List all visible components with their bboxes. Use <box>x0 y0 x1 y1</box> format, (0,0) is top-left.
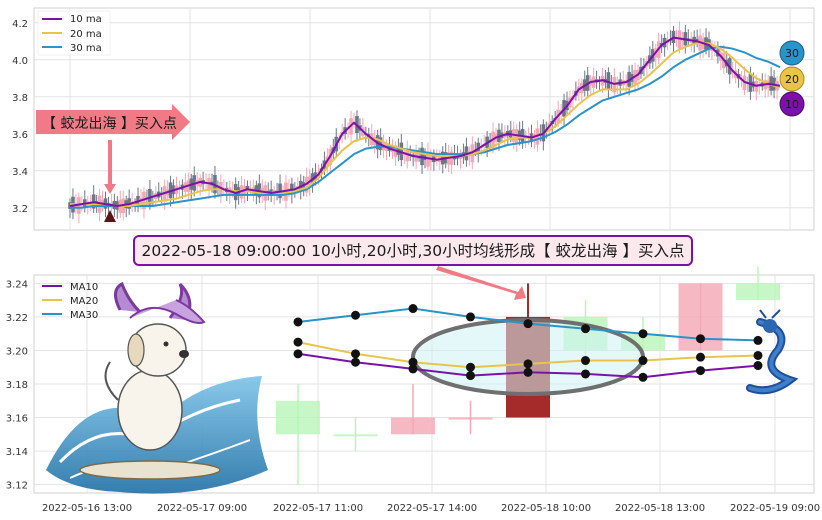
banner-text: 2022-05-18 09:00:00 10小时,20小时,30小时均线形成【 … <box>142 242 685 260</box>
dog-ear <box>127 333 145 367</box>
bottom-ma30-point <box>408 304 418 314</box>
bottom-ma20-point <box>696 352 705 362</box>
callout-pointer-head <box>104 184 116 194</box>
dragon-wing <box>129 299 206 324</box>
top-candle-body <box>677 30 682 49</box>
bottom-ma20-point <box>351 349 360 359</box>
surfboard <box>79 460 221 480</box>
bottom-x-tick-label: 2022-05-17 09:00 <box>157 503 247 514</box>
bottom-candle-body <box>736 283 780 301</box>
banner-box <box>133 235 693 266</box>
buy-point-callout: 【 蛟龙出海 】买入点 <box>36 104 190 222</box>
bottom-ma10-point <box>351 357 360 367</box>
bottom-candle-body <box>448 417 493 420</box>
dog-tail <box>104 361 119 401</box>
top-panel: 3.2 3.4 3.6 3.8 4.0 4.2 10 ma 20 ma 30 ma 【 蛟… <box>12 7 815 231</box>
bottom-x-tick-label: 2022-05-17 11:00 <box>273 503 363 514</box>
legend-label-MA30: MA30 <box>70 310 98 321</box>
bottom-ma10-point <box>696 366 705 376</box>
bottom-x-tick-label: 2022-05-18 10:00 <box>501 503 591 514</box>
bottom-ma10-point <box>638 372 648 382</box>
bottom-ma30-point <box>753 335 763 345</box>
top-ma10-line <box>69 36 781 208</box>
top-y-tick-label: 3.2 <box>12 204 28 215</box>
dog-nose <box>179 350 189 358</box>
bottom-ma20-point <box>408 357 418 367</box>
top-ma20-line <box>70 42 781 207</box>
bottom-y-tick-label: 3.20 <box>6 346 28 357</box>
buy-marker-triangle <box>104 210 116 222</box>
legend-label-30ma: 30 ma <box>70 43 102 54</box>
bottom-y-tick-label: 3.14 <box>6 447 28 458</box>
bottom-ma30-point <box>581 324 590 334</box>
badge-30-label: 30 <box>785 47 799 60</box>
bottom-ma10-point <box>408 364 418 374</box>
bottom-y-tick-label: 3.16 <box>6 414 28 425</box>
top-y-tick-labels: 3.2 3.4 3.6 3.8 4.0 4.2 <box>12 19 28 215</box>
bottom-ma30-point <box>466 312 475 322</box>
bottom-ma30-point <box>523 319 533 329</box>
bottom-x-tick-labels: 2022-05-16 13:00 2022-05-17 09:00 2022-05-… <box>42 503 820 514</box>
top-y-tick-label: 3.8 <box>12 93 28 104</box>
top-y-tick-label: 3.4 <box>12 167 28 178</box>
bottom-candle-body <box>391 417 435 435</box>
callout-arrow-shape <box>36 104 190 140</box>
dog-eye <box>163 341 169 347</box>
top-grid <box>34 8 814 230</box>
bottom-ma20-point <box>581 356 590 366</box>
dog-body <box>117 369 183 451</box>
bottom-ma30-point <box>638 329 648 339</box>
bottom-legend: MA10 MA20 MA30 <box>42 282 98 321</box>
top-y-tick-label: 4.0 <box>12 56 28 67</box>
bottom-x-tick-label: 2022-05-19 09:00 <box>730 503 820 514</box>
bottom-ma10-point <box>466 371 475 381</box>
bottom-ma20-point <box>753 350 763 360</box>
bottom-panel: 3.12 3.14 3.16 3.18 3.20 3.22 3.24 2022-05-16 … <box>6 266 820 514</box>
bottom-candle-body <box>333 434 378 437</box>
bottom-candle-body <box>276 400 320 435</box>
bottom-ma10-point <box>293 349 303 359</box>
bottom-ma10-point <box>581 369 590 379</box>
badge-30-circle <box>779 40 805 66</box>
bottom-x-tick-label: 2022-05-16 13:00 <box>42 503 132 514</box>
signal-banner: 2022-05-18 09:00:00 10小时,20小时,30小时均线形成【 … <box>133 235 693 300</box>
badge-20-circle <box>779 66 805 92</box>
bottom-ma30-point <box>293 317 303 327</box>
bottom-y-tick-label: 3.24 <box>6 279 28 290</box>
bottom-x-tick-label: 2022-05-17 14:00 <box>387 503 477 514</box>
top-ma-lines <box>69 36 781 209</box>
top-legend: 10 ma 20 ma 30 ma <box>37 10 111 56</box>
bottom-y-tick-label: 3.12 <box>6 481 28 492</box>
top-y-tick-label: 4.2 <box>12 19 28 30</box>
bottom-y-tick-label: 3.18 <box>6 380 28 391</box>
bottom-ma20-point <box>293 337 303 347</box>
legend-label-MA10: MA10 <box>70 282 98 293</box>
bottom-ma30-point <box>696 334 705 344</box>
legend-label-20ma: 20 ma <box>70 29 102 40</box>
legend-label-10ma: 10 ma <box>70 14 102 25</box>
bottom-x-tick-label: 2022-05-18 13:00 <box>615 503 705 514</box>
callout-label: 【 蛟龙出海 】买入点 <box>42 116 177 132</box>
bottom-ma20-point <box>466 362 475 372</box>
bottom-ma20-point <box>638 356 648 366</box>
ma-badges: 30 20 10 <box>779 40 805 117</box>
legend-label-MA20: MA20 <box>70 296 98 307</box>
bottom-ma20-point <box>523 359 533 369</box>
top-ma30-line <box>70 45 781 209</box>
dragon-illustration <box>746 309 799 395</box>
bottom-ma-lines <box>293 304 763 382</box>
badge-10-circle <box>779 91 805 117</box>
bottom-ma10-point <box>523 367 533 377</box>
bottom-y-tick-labels: 3.12 3.14 3.16 3.18 3.20 3.22 3.24 <box>6 279 28 491</box>
badge-20-label: 20 <box>785 73 799 86</box>
top-y-tick-label: 3.6 <box>12 130 28 141</box>
dog-surfer-illustration <box>46 281 268 494</box>
badge-10-label: 10 <box>785 98 799 111</box>
bottom-ma30-point <box>351 310 360 320</box>
banner-pointer <box>436 266 526 300</box>
callout-pointer-shaft <box>108 140 112 184</box>
bottom-y-tick-label: 3.22 <box>6 313 28 324</box>
bottom-ma10-point <box>753 361 763 371</box>
